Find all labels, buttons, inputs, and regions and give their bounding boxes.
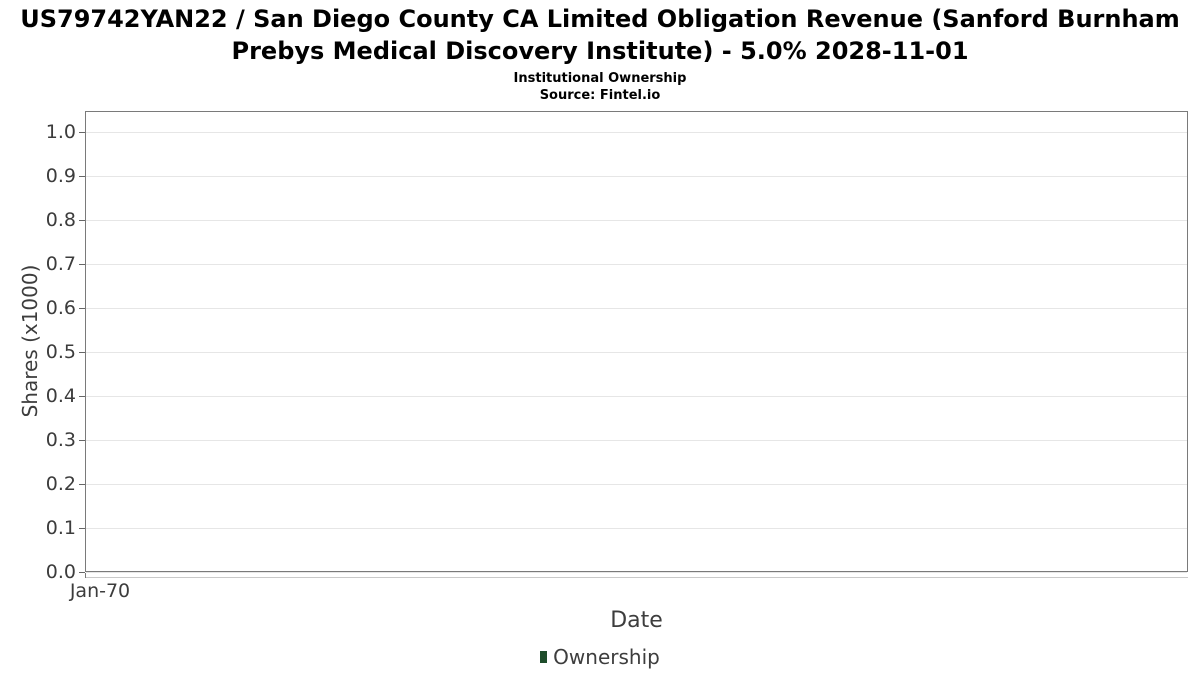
gridline <box>86 484 1187 485</box>
y-axis-title: Shares (x1000) <box>18 264 42 418</box>
gridline <box>86 572 1187 573</box>
y-tick-label: 0.2 <box>45 473 76 495</box>
y-tick-mark <box>79 396 85 397</box>
x-axis-line <box>85 577 1188 578</box>
legend-series-label: Ownership <box>553 645 660 669</box>
y-tick-mark <box>79 440 85 441</box>
y-tick-mark <box>79 352 85 353</box>
y-tick-mark <box>79 572 85 573</box>
y-tick-label: 0.7 <box>45 253 76 275</box>
y-tick-label: 0.8 <box>45 209 76 231</box>
y-tick-mark <box>79 132 85 133</box>
gridline <box>86 264 1187 265</box>
x-axis-title: Date <box>610 608 663 633</box>
y-tick-mark <box>79 264 85 265</box>
y-tick-label: 0.5 <box>45 341 76 363</box>
gridline <box>86 132 1187 133</box>
y-tick-label: 0.6 <box>45 297 76 319</box>
chart-subtitle: Institutional Ownership <box>513 70 687 86</box>
y-tick-label: 0.9 <box>45 165 76 187</box>
x-tick-label: Jan-70 <box>69 580 131 602</box>
gridline <box>86 220 1187 221</box>
y-tick-label: 0.1 <box>45 517 76 539</box>
y-tick-mark <box>79 528 85 529</box>
y-tick-label: 1.0 <box>45 121 76 143</box>
x-tick-mark <box>85 573 86 578</box>
y-tick-label: 0.0 <box>45 561 76 583</box>
y-tick-mark <box>79 176 85 177</box>
gridline <box>86 528 1187 529</box>
y-tick-mark <box>79 484 85 485</box>
y-tick-label: 0.4 <box>45 385 76 407</box>
legend-item-ownership[interactable]: Ownership <box>540 645 660 669</box>
chart-title: US79742YAN22 / San Diego County CA Limit… <box>20 5 1180 66</box>
legend: Ownership <box>0 645 1200 669</box>
y-tick-mark <box>79 220 85 221</box>
legend-series-marker-icon <box>540 651 548 663</box>
y-tick-label: 0.3 <box>45 429 76 451</box>
gridline <box>86 396 1187 397</box>
gridline <box>86 440 1187 441</box>
plot-area <box>85 111 1188 572</box>
chart-source-credit: Source: Fintel.io <box>539 87 661 103</box>
gridline <box>86 308 1187 309</box>
chart-header: US79742YAN22 / San Diego County CA Limit… <box>0 3 1200 103</box>
gridline <box>86 176 1187 177</box>
y-tick-mark <box>79 308 85 309</box>
gridline <box>86 352 1187 353</box>
